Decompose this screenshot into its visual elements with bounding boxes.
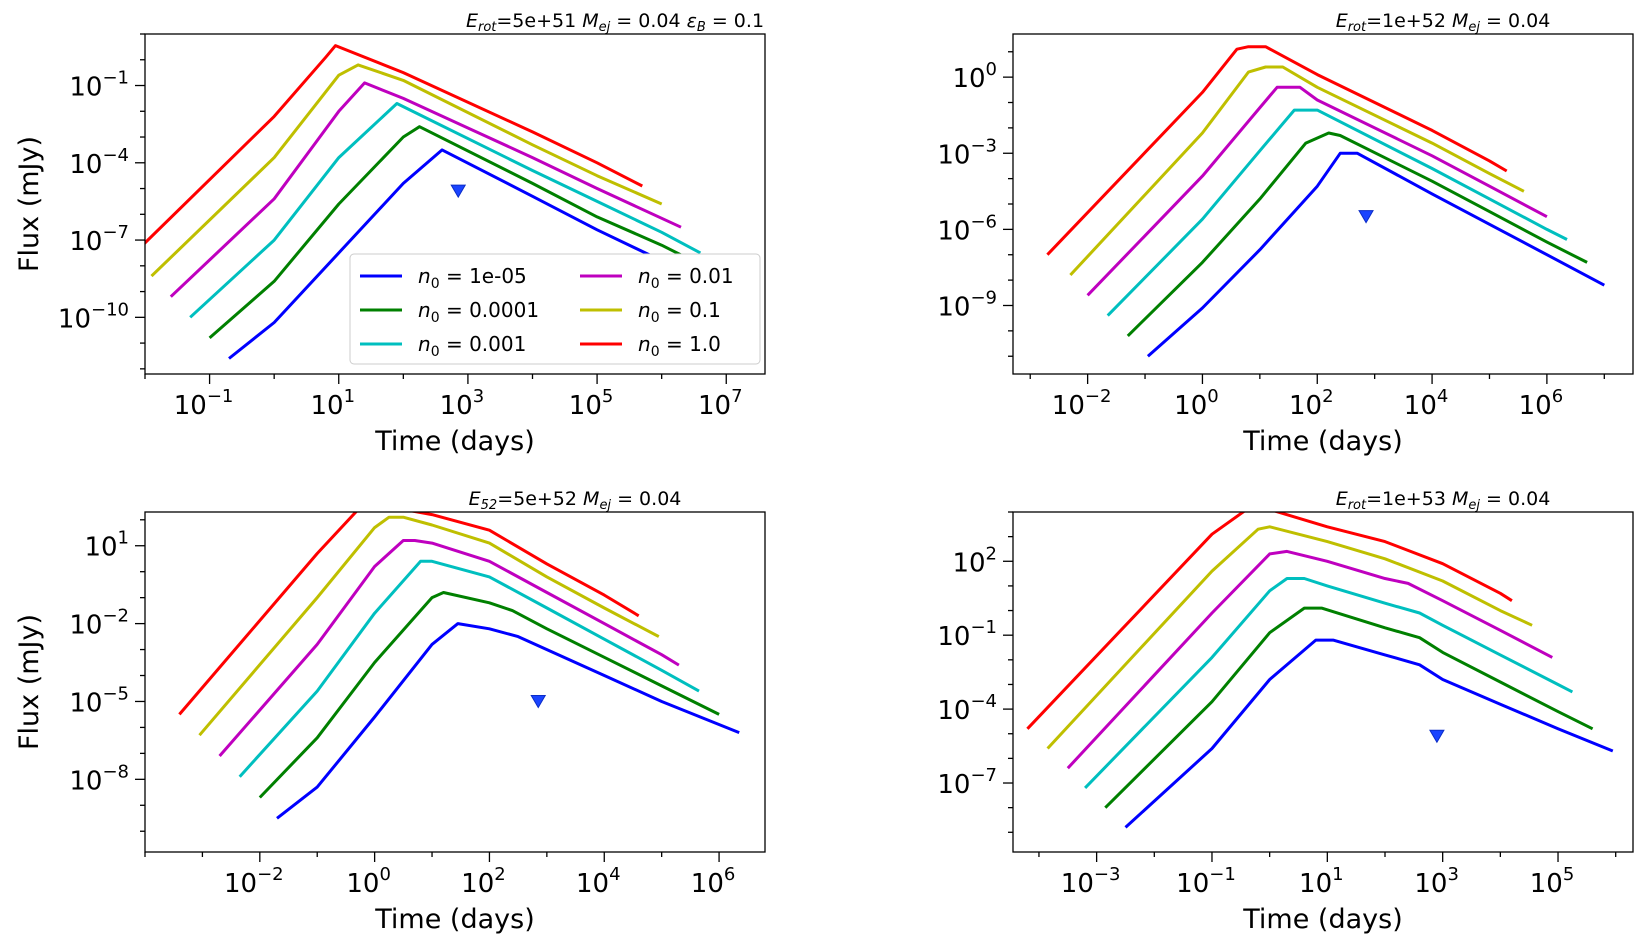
series-line-4 — [1066, 549, 1553, 770]
y-tick-label: 10−2 — [69, 606, 129, 641]
y-tick-label: 101 — [84, 528, 129, 563]
legend-label: n0 = 0.0001 — [418, 298, 539, 326]
y-tick-label: 10−9 — [937, 287, 997, 322]
series-line-6 — [1046, 45, 1508, 256]
y-tick-label: 10−7 — [69, 222, 129, 257]
series-line-1 — [228, 148, 740, 360]
series-line-6 — [1026, 512, 1513, 730]
series-line-1 — [276, 622, 740, 820]
series-line-1 — [1124, 638, 1614, 829]
series-group — [145, 44, 740, 360]
panel-2: 10−2 100 102 104 106 10−9 10−6 10−3 100 Time (day… — [937, 10, 1634, 457]
x-tick-label: 100 — [346, 864, 391, 899]
series-group — [178, 512, 740, 820]
x-tick-label: 101 — [310, 386, 355, 421]
series-line-5 — [1069, 65, 1525, 277]
legend-label: n0 = 0.001 — [418, 332, 526, 360]
panel-3: 10−2 100 102 104 106 10−8 10−5 10−2 101 Time (day… — [14, 488, 766, 935]
series-group — [1046, 45, 1606, 358]
x-axis-label: Time (days) — [1242, 904, 1402, 935]
x-tick-label: 103 — [1414, 864, 1459, 899]
x-tick-label: 10−2 — [1052, 386, 1112, 421]
panel-title: Erot=1e+52 Mej = 0.04 — [1336, 10, 1551, 35]
panel-1: 10−1 101 103 105 107 10−10 10−7 10−4 10−1 Time (d… — [14, 10, 766, 457]
legend-label: n0 = 0.1 — [638, 298, 721, 326]
series-line-6 — [178, 512, 640, 716]
y-tick-label: 10−1 — [69, 68, 129, 103]
series-line-5 — [1046, 525, 1533, 750]
x-axis-label: Time (days) — [374, 426, 534, 457]
series-line-4 — [169, 81, 682, 298]
upper-limit-marker — [1429, 729, 1445, 744]
y-tick-label: 10−1 — [937, 617, 997, 652]
x-tick-label: 100 — [1174, 386, 1219, 421]
series-line-3 — [189, 102, 702, 319]
series-line-3 — [238, 559, 700, 778]
series-line-3 — [1106, 108, 1568, 317]
axes-frame — [1012, 33, 1634, 375]
series-line-2 — [208, 125, 724, 340]
upper-limit-marker — [450, 184, 467, 199]
x-tick-label: 107 — [698, 386, 743, 421]
axes-frame — [144, 33, 766, 375]
x-tick-label: 10−1 — [174, 386, 234, 421]
panel-title: Erot=5e+51 Mej = 0.04 εB = 0.1 — [466, 10, 764, 35]
x-tick-label: 10−2 — [224, 864, 284, 899]
legend: n0 = 1e-05 n0 = 0.0001 n0 = 0.001 n0 = 0.01… — [349, 253, 761, 365]
x-axis-label: Time (days) — [1242, 426, 1402, 457]
upper-limit-marker — [530, 694, 547, 709]
axes-frame — [144, 511, 766, 853]
series-line-5 — [198, 515, 660, 737]
x-tick-label: 104 — [1404, 386, 1449, 421]
panel-title: Erot=1e+53 Mej = 0.04 — [1336, 488, 1551, 513]
panel-4: 10−3 10−1 101 103 105 10−7 10−4 10−1 102 Time (da… — [937, 488, 1634, 935]
y-axis-label: Flux (mJy) — [14, 136, 45, 272]
y-tick-label: 100 — [952, 59, 997, 94]
x-tick-label: 102 — [1289, 386, 1334, 421]
series-line-3 — [1084, 577, 1574, 789]
y-tick-label: 10−10 — [58, 299, 129, 334]
x-tick-label: 10−1 — [1176, 864, 1236, 899]
y-tick-label: 10−7 — [937, 765, 997, 800]
series-line-5 — [150, 63, 663, 278]
x-tick-label: 105 — [569, 386, 614, 421]
y-tick-label: 10−3 — [937, 135, 997, 170]
x-tick-label: 104 — [576, 864, 621, 899]
series-line-1 — [1146, 151, 1606, 358]
y-tick-label: 10−4 — [937, 691, 997, 726]
y-axis-label: Flux (mJy) — [14, 614, 45, 750]
legend-box — [349, 253, 761, 365]
x-tick-label: 102 — [461, 864, 506, 899]
upper-limit-marker — [1358, 210, 1374, 224]
x-axis-label: Time (days) — [374, 904, 534, 935]
series-line-2 — [1104, 606, 1594, 809]
legend-label: n0 = 1.0 — [638, 332, 721, 360]
series-line-2 — [1126, 131, 1588, 337]
x-tick-label: 105 — [1530, 864, 1575, 899]
x-tick-label: 106 — [691, 864, 736, 899]
panel-title: E52=5e+52 Mej = 0.04 — [469, 488, 682, 513]
y-tick-label: 10−6 — [937, 211, 997, 246]
axes-frame — [1012, 511, 1634, 853]
y-tick-label: 10−8 — [69, 761, 129, 796]
legend-label: n0 = 0.01 — [638, 264, 734, 292]
y-tick-label: 10−4 — [69, 145, 129, 180]
series-line-2 — [258, 591, 720, 799]
series-line-4 — [218, 539, 680, 757]
series-group — [1026, 512, 1614, 829]
legend-label: n0 = 1e-05 — [418, 264, 527, 292]
series-line-6 — [145, 44, 643, 245]
x-tick-label: 10−3 — [1061, 864, 1121, 899]
y-tick-label: 10−5 — [69, 683, 129, 718]
series-line-4 — [1086, 85, 1548, 297]
y-tick-label: 102 — [952, 543, 997, 578]
x-tick-label: 103 — [440, 386, 485, 421]
x-tick-label: 101 — [1299, 864, 1344, 899]
x-tick-label: 106 — [1519, 386, 1564, 421]
